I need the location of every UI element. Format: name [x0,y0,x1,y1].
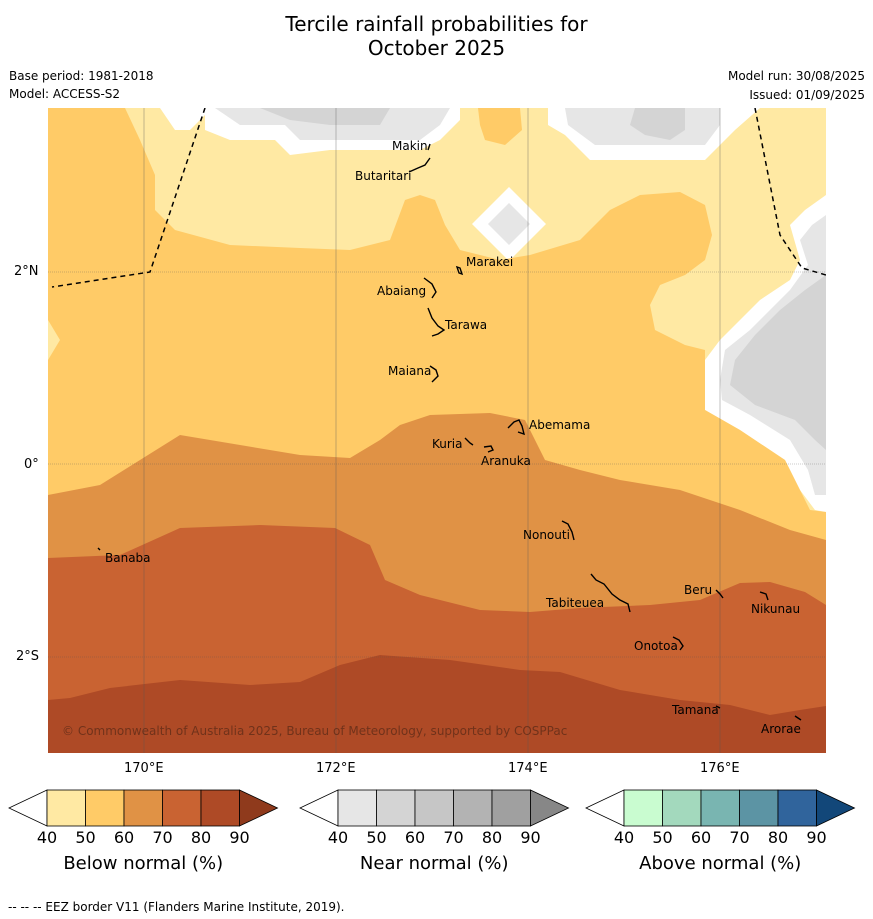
island-outlines [97,143,802,721]
colorbar-1-tick: 80 [190,828,212,847]
island-label-makin: Makin [392,139,428,153]
colorbar-3-segment [623,789,663,827]
graticule [48,108,826,753]
colorbar-2-segment [491,789,531,827]
base-period: Base period: 1981-2018 [9,69,154,83]
island-label-abaiang: Abaiang [377,284,427,298]
title-line-2: October 2025 [367,36,506,60]
colorbar-3-high-extend [816,789,856,827]
colorbar-3-segment [739,789,779,827]
colorbar-1-high-extend [239,789,279,827]
region-near-60-right [730,275,826,450]
region-near-60-top-right [630,108,685,140]
colorbar-3-tick: 50 [652,828,673,847]
colorbar-1 [8,789,279,827]
colorbar-2-tick: 40 [327,828,349,847]
lat-label-2n: 2°N [14,264,39,279]
lat-label-0: 0° [24,457,39,472]
island-label-beru: Beru [684,583,713,597]
region-near-60-top [260,108,390,125]
colorbar-3-title: Above normal (%) [639,853,802,874]
colorbar-2-segment [453,789,493,827]
model-name: Model: ACCESS-S2 [9,87,121,101]
colorbar-2-segment [337,789,377,827]
island-label-tabiteuea: Tabiteuea [546,596,605,610]
colorbar-3-tick: 80 [767,828,789,847]
issued-date: Issued: 01/09/2025 [749,88,865,102]
island-label-abemama: Abemama [529,418,591,432]
lon-label-172: 172°E [316,761,356,776]
region-near-diamond [488,203,530,245]
island-label-aranuka: Aranuka [481,454,531,468]
colorbar-3-tick: 40 [613,828,635,847]
colorbar-1-segment [85,789,125,827]
colorbar-1-tick: 50 [75,828,96,847]
colorbar-2-low-extend [299,789,339,827]
colorbar-3 [585,789,856,827]
island-label-arorae: Arorae [761,722,801,736]
model-run-date: Model run: 30/08/2025 [727,69,865,83]
colorbar-3-low-extend [585,789,625,827]
colorbar-2-tick: 90 [520,828,541,847]
island-label-nikunau: Nikunau [751,602,801,616]
colorbar-3-segment [662,789,702,827]
chart-title: Tercile rainfall probabilities for Octob… [0,12,873,60]
island-label-butaritari: Butaritari [355,169,412,183]
colorbar-1-tick: 60 [113,828,135,847]
colorbar-2-title: Near normal (%) [359,853,509,874]
island-label-banaba: Banaba [105,551,151,565]
colorbar-1-tick: 70 [152,828,173,847]
colorbar-3-segment [700,789,740,827]
colorbar-2-segment [376,789,416,827]
colorbar-2-tick: 80 [481,828,503,847]
island-label-onotoa: Onotoa [634,639,678,653]
colorbar-3-segment [777,789,817,827]
colorbar-1-low-extend [8,789,48,827]
region-below-90 [48,655,826,753]
colorbar-1-tick: 90 [229,828,250,847]
colorbar-2-high-extend [530,789,570,827]
lat-label-2s: 2°S [16,649,40,664]
colorbar-1-segment [46,789,86,827]
island-label-marakei: Marakei [466,255,514,269]
region-below-50-left-notch [48,320,60,360]
colorbar-3-tick: 60 [690,828,712,847]
colorbar-2-tick: 70 [443,828,464,847]
lon-label-170: 170°E [124,761,164,776]
eez-border [51,108,826,288]
colorbar-1-segment [162,789,202,827]
eez-footnote: -- -- -- EEZ border V11 (Flanders Marine… [8,900,345,914]
island-label-tamana: Tamana [672,703,719,717]
colorbar-1-segment [200,789,240,827]
region-below-60-top-patch [478,108,522,145]
colorbar-1-title: Below normal (%) [63,853,224,874]
map-copyright: © Commonwealth of Australia 2025, Bureau… [62,724,568,738]
title-line-1: Tercile rainfall probabilities for [285,12,588,36]
colorbar-1-tick: 40 [36,828,58,847]
island-label-kuria: Kuria [432,437,463,451]
colorbar-2-tick: 50 [366,828,387,847]
lon-label-174: 174°E [508,761,548,776]
island-label-nonouti: Nonouti [523,528,570,542]
lon-label-176: 176°E [700,761,740,776]
colorbar-2 [299,789,570,827]
colorbar-2-segment [414,789,454,827]
island-label-maiana: Maiana [388,364,432,378]
colorbar-1-segment [123,789,163,827]
island-label-tarawa: Tarawa [445,318,488,332]
colorbar-3-tick: 70 [729,828,750,847]
colorbar-3-tick: 90 [806,828,827,847]
colorbar-2-tick: 60 [404,828,426,847]
region-blank-top-left [160,108,205,130]
